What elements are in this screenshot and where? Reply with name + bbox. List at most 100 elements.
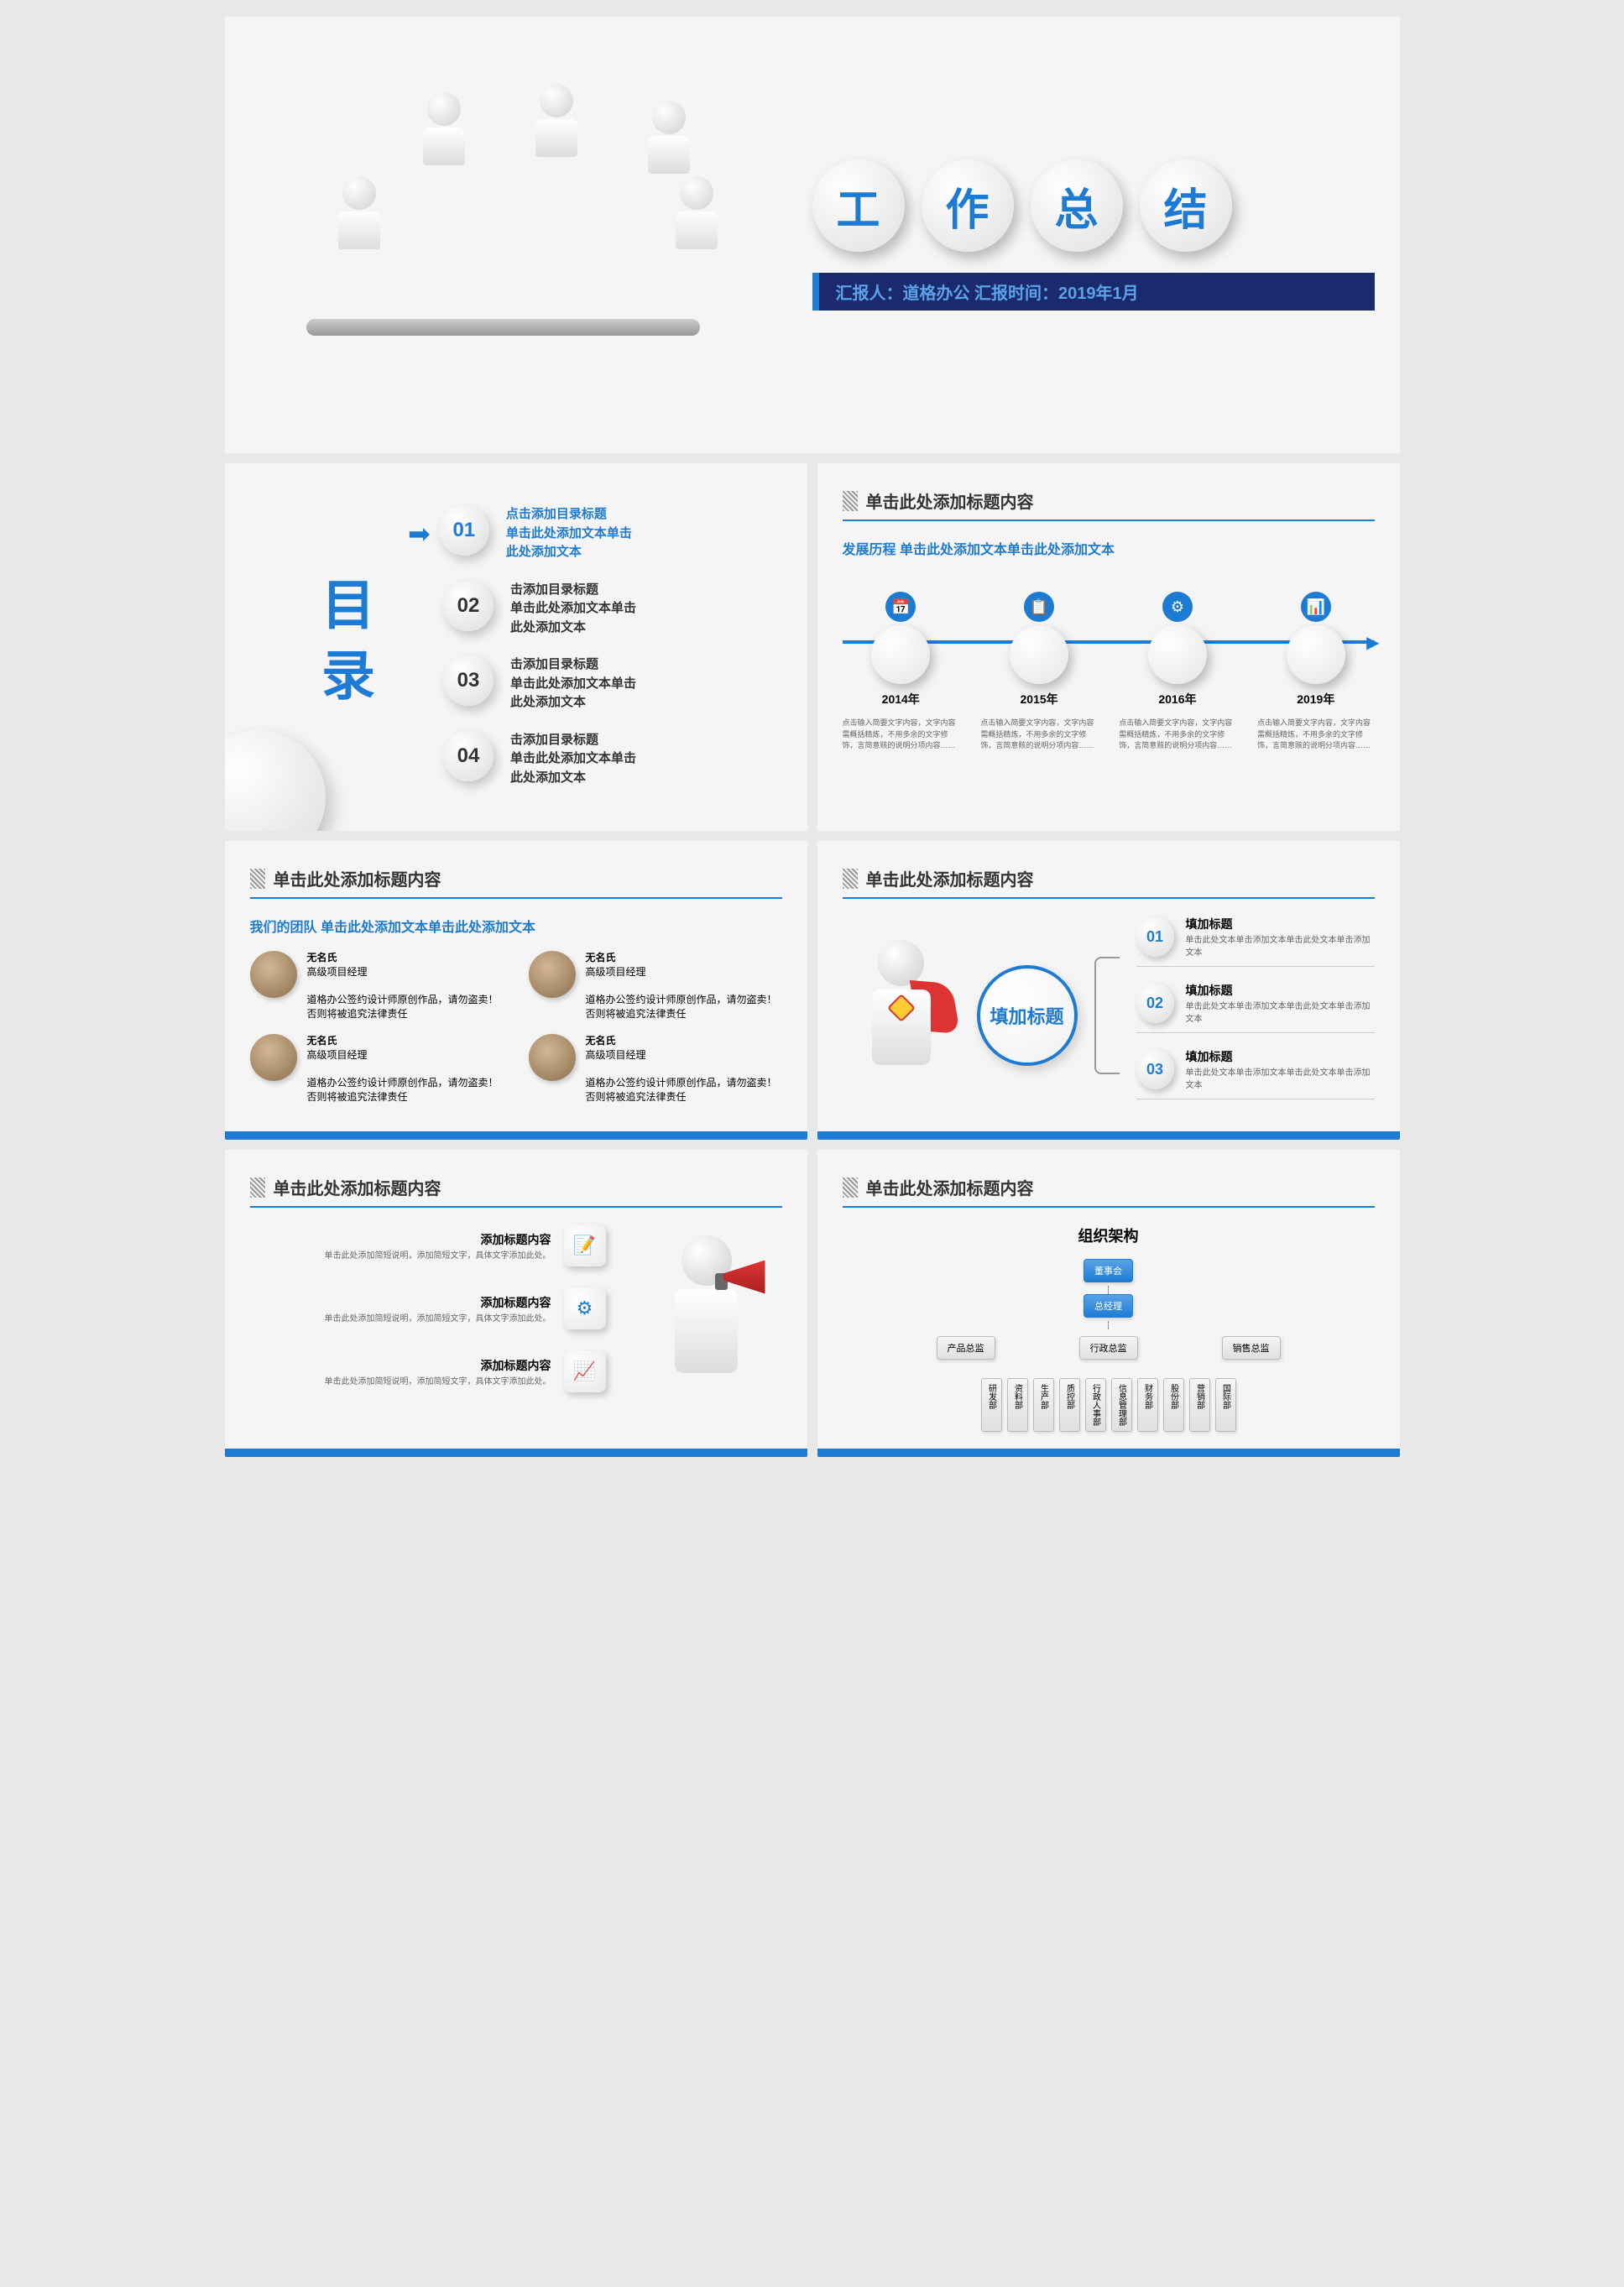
- org-department: 行政人事部: [1085, 1378, 1106, 1432]
- timeline-year: 2019年: [1257, 691, 1374, 708]
- toc-text: 击添加目录标题单击此处添加文本单击此处添加文本: [510, 581, 636, 638]
- member-role: 高级项目经理: [307, 965, 504, 979]
- fill-sub: 单击此处文本单击添加文本单击此处文本单击添加文本: [1186, 932, 1375, 958]
- timeline-icon: 📅: [885, 592, 916, 622]
- org-director: 行政总监: [1079, 1336, 1138, 1360]
- team-subtitle: 我们的团队 单击此处添加文本单击此处添加文本: [250, 916, 782, 936]
- org-chart-slide: 单击此处添加标题内容 组织架构 董事会 总经理 产品总监 行政总监 销售总监 研发部…: [817, 1150, 1400, 1457]
- fill-item: 03 填加标题单击此处文本单击添加文本单击此处文本单击添加文本: [1136, 1048, 1375, 1099]
- toc-number: 04: [443, 731, 493, 781]
- fill-item: 01填加标题单击此处文本单击添加文本单击此处文本单击添加文本: [1136, 916, 1375, 967]
- announcer-illustration: [631, 1235, 782, 1403]
- timeline-desc: 点击输入简要文字内容，文字内容需概括精炼，不用多余的文字修饰，言简意赅的说明分项…: [980, 718, 1097, 752]
- pencil-icon: [843, 869, 858, 889]
- toc-text: 点击添加目录标题单击此处添加文本单击此处添加文本: [506, 505, 632, 562]
- slide-title: 单击此处添加标题内容: [866, 1175, 1034, 1199]
- team-member: 无名氏高级项目经理道格办公签约设计师原创作品，请勿盗卖！否则将被追究法律责任: [250, 1034, 504, 1104]
- hero-list-slide: 单击此处添加标题内容 填加标题 01填加标题单击此处文本单击添加文本单击此处文本…: [817, 841, 1400, 1140]
- org-director: 产品总监: [937, 1336, 995, 1360]
- timeline-item: 📊 2019年点击输入简要文字内容，文字内容需概括精炼，不用多余的文字修饰，言简意…: [1257, 592, 1374, 752]
- timeline-icon: 📊: [1301, 592, 1331, 622]
- team-member: 无名氏高级项目经理道格办公签约设计师原创作品，请勿盗卖！否则将被追究法律责任: [250, 951, 504, 1021]
- pencil-icon: [250, 1177, 265, 1198]
- title-char: 结: [1140, 159, 1232, 252]
- title-slide: 工 作 总 结 汇报人：道格办公 汇报时间：2019年1月: [225, 17, 1400, 453]
- announce-item: 添加标题内容单击此处添加简短说明，添加简短文字，具体文字添加此处。 📈: [250, 1350, 606, 1392]
- announce-item: 添加标题内容单击此处添加简短说明，添加简短文字，具体文字添加此处。 ⚙: [250, 1287, 606, 1329]
- announce-icon: 📈: [564, 1350, 606, 1392]
- timeline-circle: [1010, 625, 1068, 684]
- footer-bar: [225, 1131, 807, 1140]
- timeline-circle: [871, 625, 930, 684]
- footer-bar: [817, 1449, 1400, 1457]
- announce-title: 添加标题内容: [325, 1294, 551, 1311]
- org-title: 组织架构: [843, 1224, 1375, 1246]
- announce-sub: 单击此处添加简短说明，添加简短文字，具体文字添加此处。: [325, 1374, 551, 1386]
- fill-number: 03: [1136, 1049, 1174, 1089]
- avatar: [529, 951, 576, 998]
- announce-slide: 单击此处添加标题内容 添加标题内容单击此处添加简短说明，添加简短文字，具体文字添…: [225, 1150, 807, 1457]
- timeline-circle: [1287, 625, 1345, 684]
- arrow-right-icon: ➡: [408, 518, 431, 550]
- member-name: 无名氏: [586, 1034, 782, 1048]
- timeline-item: 📋2015年点击输入简要文字内容，文字内容需概括精炼，不用多余的文字修饰，言简意…: [980, 592, 1097, 752]
- megaphone-icon: [723, 1261, 774, 1303]
- org-top: 董事会: [1084, 1259, 1133, 1282]
- footer-bar: [225, 1449, 807, 1457]
- member-role: 高级项目经理: [307, 1048, 504, 1063]
- timeline-desc: 点击输入简要文字内容，文字内容需概括精炼，不用多余的文字修饰，言简意赅的说明分项…: [1257, 718, 1374, 752]
- org-department: 研发部: [981, 1378, 1002, 1432]
- fill-sub: 单击此处文本单击添加文本单击此处文本单击添加文本: [1186, 1065, 1375, 1090]
- timeline-slide: 单击此处添加标题内容 发展历程 单击此处添加文本单击此处添加文本 📅 2014年点…: [817, 463, 1400, 831]
- org-department: 股份部: [1163, 1378, 1184, 1432]
- fill-number: 02: [1136, 983, 1174, 1023]
- toc-number: 03: [443, 655, 493, 706]
- meeting-illustration: [250, 67, 812, 403]
- timeline-desc: 点击输入简要文字内容，文字内容需概括精炼，不用多余的文字修饰，言简意赅的说明分项…: [843, 718, 959, 752]
- org-department: 国际部: [1215, 1378, 1236, 1432]
- org-department: 财务部: [1137, 1378, 1158, 1432]
- announce-icon: ⚙: [564, 1287, 606, 1329]
- org-department: 质控部: [1059, 1378, 1080, 1432]
- avatar: [250, 1034, 297, 1081]
- team-slide: 单击此处添加标题内容 我们的团队 单击此处添加文本单击此处添加文本 无名氏高级项…: [225, 841, 807, 1140]
- announce-title: 添加标题内容: [325, 1231, 551, 1248]
- timeline-year: 2016年: [1119, 691, 1235, 708]
- toc-number: 01: [439, 505, 489, 556]
- member-role: 高级项目经理: [586, 1048, 782, 1063]
- timeline-year: 2014年: [843, 691, 959, 708]
- member-desc: 道格办公签约设计师原创作品，请勿盗卖！否则将被追究法律责任: [586, 993, 782, 1021]
- slide-title: 单击此处添加标题内容: [274, 866, 441, 890]
- org-department: 营销部: [1189, 1378, 1210, 1432]
- timeline-icon: 📋: [1024, 592, 1054, 622]
- center-circle: 填加标题: [977, 965, 1078, 1066]
- timeline-icon: ⚙: [1162, 592, 1193, 622]
- org-director: 销售总监: [1222, 1336, 1281, 1360]
- toc-number: 02: [443, 581, 493, 631]
- fill-sub: 单击此处文本单击添加文本单击此处文本单击添加文本: [1186, 999, 1375, 1024]
- avatar: [250, 951, 297, 998]
- fill-title: 填加标题: [1186, 1048, 1375, 1065]
- team-member: 无名氏高级项目经理道格办公签约设计师原创作品，请勿盗卖！否则将被追究法律责任: [529, 1034, 782, 1104]
- fill-title: 填加标题: [1186, 982, 1375, 999]
- superhero-illustration: [843, 940, 960, 1091]
- toc-text: 击添加目录标题单击此处添加文本单击此处添加文本: [510, 731, 636, 788]
- timeline-item: 📅 2014年点击输入简要文字内容，文字内容需概括精炼，不用多余的文字修饰，言简意…: [843, 592, 959, 752]
- announce-sub: 单击此处添加简短说明，添加简短文字，具体文字添加此处。: [325, 1248, 551, 1261]
- title-char: 总: [1031, 159, 1123, 252]
- fill-number: 01: [1136, 916, 1174, 957]
- timeline-subtitle: 发展历程 单击此处添加文本单击此处添加文本: [843, 538, 1375, 558]
- org-second: 总经理: [1084, 1294, 1133, 1318]
- timeline-desc: 点击输入简要文字内容，文字内容需概括精炼，不用多余的文字修饰，言简意赅的说明分项…: [1119, 718, 1235, 752]
- org-department: 生产部: [1033, 1378, 1054, 1432]
- announce-sub: 单击此处添加简短说明，添加简短文字，具体文字添加此处。: [325, 1311, 551, 1324]
- slide-title: 单击此处添加标题内容: [866, 488, 1034, 513]
- announce-title: 添加标题内容: [325, 1357, 551, 1374]
- member-name: 无名氏: [586, 951, 782, 965]
- pencil-icon: [250, 869, 265, 889]
- announce-icon: 📝: [564, 1224, 606, 1266]
- toc-slide: 目录 ➡01点击添加目录标题单击此处添加文本单击此处添加文本02击添加目录标题单…: [225, 463, 807, 831]
- title-char: 作: [922, 159, 1014, 252]
- toc-text: 击添加目录标题单击此处添加文本单击此处添加文本: [510, 655, 636, 713]
- slide-title: 单击此处添加标题内容: [274, 1175, 441, 1199]
